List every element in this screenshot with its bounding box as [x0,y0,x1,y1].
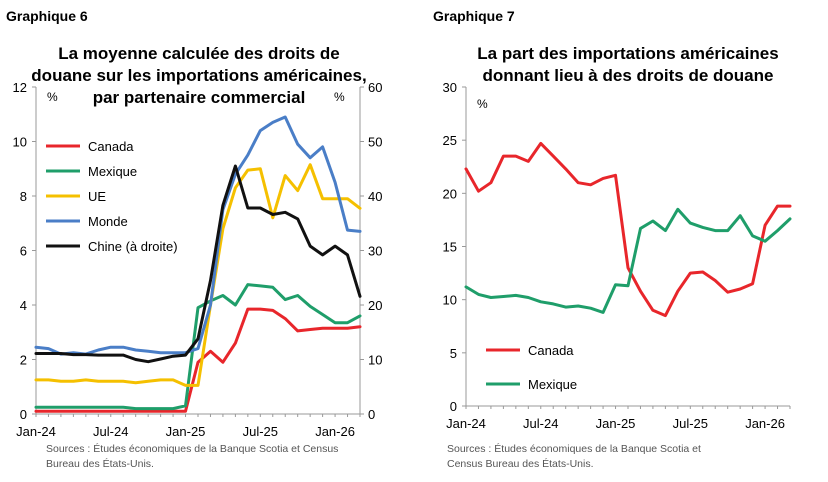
chart7-series-canada [464,141,792,318]
chart6-series-monde [34,115,362,356]
chart6-ytick-label: 2 [20,353,27,368]
chart6-xtick-label: Jul-24 [93,424,128,439]
chart6-legend-label: Canada [88,139,134,154]
chart6-source-line2: Bureau des États-Unis. [46,457,154,470]
chart7-ytick-label: 20 [443,186,457,201]
chart6-xtick-label: Jul-25 [243,424,278,439]
chart7-ytick-label: 10 [443,293,457,308]
chart7-source-line2: Census Bureau des États-Unis. [447,457,594,470]
chart6-xtick-label: Jan-26 [315,424,355,439]
chart6-ytick-label: 0 [20,407,27,422]
chart6-y2tick-label: 40 [368,189,382,204]
chart6-label: Graphique 6 [6,8,88,24]
chart6-title-line3: par partenaire commercial [93,88,306,107]
chart6-ytick-label: 8 [20,189,27,204]
chart6-legend-label: UE [88,189,106,204]
chart7-title-line2: donnant lieu à des droits de douane [483,66,774,85]
chart7-title-line1: La part des importations américaines [477,44,778,63]
chart7-source-line1: Sources : Études économiques de la Banqu… [447,442,701,455]
chart7-left-unit: % [477,97,488,111]
chart6-legend-label: Monde [88,214,128,229]
chart7-xtick-label: Jan-25 [596,416,636,431]
chart7-plot: 0 5 10 15 20 25 30 Jan-24 Jul-24 Jan-25 Jul-25 Jan-… [443,80,792,431]
chart6-y2tick-label: 50 [368,135,382,150]
chart7-ytick-label: 25 [443,133,457,148]
chart7-ytick-label: 5 [450,346,457,361]
chart6-title-line2: douane sur les importations américaines, [31,66,366,85]
chart7-label: Graphique 7 [433,8,515,24]
chart7-series-mexique [464,207,792,314]
chart7-ytick-label: 0 [450,399,457,414]
chart6-ytick-label: 12 [13,80,27,95]
chart7-legend-label: Mexique [528,377,577,392]
chart7-ytick-label: 30 [443,80,457,95]
chart6-source-line1: Sources : Études économiques de la Banqu… [46,442,338,455]
chart7-ytick-label: 15 [443,240,457,255]
chart6-plot: 0 2 4 6 8 10 12 0 10 20 30 40 50 60 Jan-24 Jul-24 Jan-25… [13,80,383,439]
chart7-xtick-label: Jan-26 [745,416,785,431]
chart7-xtick-label: Jul-24 [523,416,558,431]
chart6-y2tick-label: 30 [368,244,382,259]
chart6-series-ue [34,163,362,387]
chart7-xtick-label: Jan-24 [446,416,486,431]
chart6-ytick-label: 10 [13,135,27,150]
chart6-xtick-label: Jan-25 [166,424,206,439]
chart6-y2tick-label: 60 [368,80,382,95]
chart6-series-canada [34,307,362,413]
chart6-y2tick-label: 20 [368,298,382,313]
chart6-series-mexique [34,283,362,411]
chart6-right-unit: % [334,90,345,104]
chart6-left-unit: % [47,90,58,104]
chart7-xtick-label: Jul-25 [673,416,708,431]
chart6-xtick-label: Jan-24 [16,424,56,439]
chart6-series-chine-droite [34,164,362,364]
chart6-legend-label: Mexique [88,164,137,179]
chart6-ytick-label: 6 [20,244,27,259]
chart6-legend-label: Chine (à droite) [88,239,178,254]
chart6-title-line1: La moyenne calculée des droits de [58,44,340,63]
chart6-y2tick-label: 0 [368,407,375,422]
chart7-legend-label: Canada [528,343,574,358]
chart6-y2tick-label: 10 [368,353,382,368]
chart6-ytick-label: 4 [20,298,27,313]
